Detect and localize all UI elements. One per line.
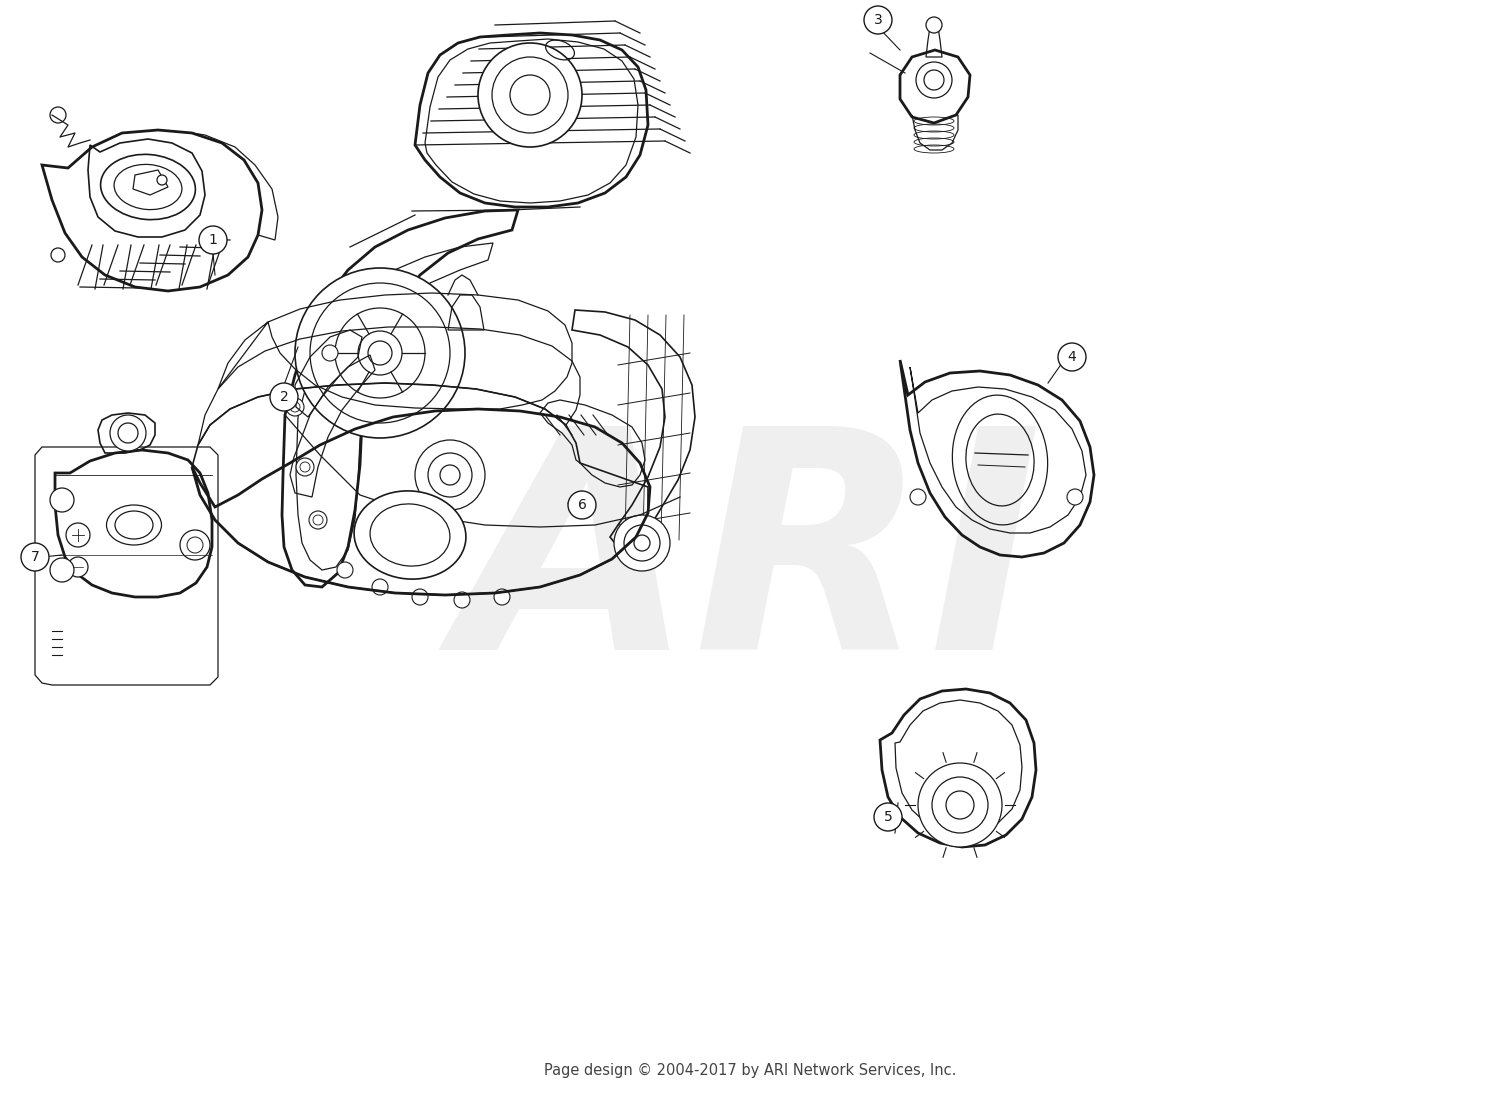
Circle shape [634, 535, 650, 551]
Text: ARI: ARI [458, 417, 1042, 714]
Circle shape [478, 43, 582, 147]
Circle shape [1066, 489, 1083, 505]
Circle shape [916, 62, 952, 98]
Circle shape [372, 579, 388, 595]
Text: 4: 4 [1068, 350, 1077, 363]
Circle shape [66, 523, 90, 547]
Circle shape [50, 558, 74, 582]
Text: 5: 5 [884, 809, 892, 824]
Circle shape [494, 589, 510, 605]
Text: 3: 3 [873, 13, 882, 27]
Circle shape [309, 511, 327, 529]
Circle shape [864, 6, 892, 33]
Circle shape [614, 515, 670, 571]
Ellipse shape [354, 491, 466, 579]
Circle shape [946, 791, 974, 820]
Text: 2: 2 [279, 390, 288, 404]
Circle shape [413, 589, 428, 605]
Circle shape [440, 465, 460, 485]
Circle shape [50, 488, 74, 512]
Circle shape [180, 530, 210, 560]
Circle shape [874, 803, 902, 831]
Text: Page design © 2004-2017 by ARI Network Services, Inc.: Page design © 2004-2017 by ARI Network S… [544, 1063, 956, 1077]
Circle shape [926, 17, 942, 33]
Circle shape [322, 345, 338, 361]
Circle shape [158, 175, 166, 185]
Circle shape [68, 558, 88, 576]
Circle shape [296, 458, 314, 476]
Circle shape [21, 543, 50, 571]
Circle shape [1058, 343, 1086, 371]
Text: 6: 6 [578, 498, 586, 512]
Circle shape [110, 415, 146, 450]
Circle shape [286, 398, 304, 416]
Text: 7: 7 [30, 550, 39, 564]
Circle shape [338, 562, 352, 578]
Circle shape [200, 226, 226, 254]
Circle shape [454, 592, 470, 608]
Circle shape [358, 331, 402, 375]
Circle shape [270, 382, 298, 411]
Circle shape [416, 440, 484, 510]
Circle shape [918, 763, 1002, 847]
Circle shape [910, 489, 926, 505]
Ellipse shape [106, 505, 162, 545]
Circle shape [296, 268, 465, 438]
Text: 1: 1 [209, 233, 218, 248]
Circle shape [568, 491, 596, 518]
